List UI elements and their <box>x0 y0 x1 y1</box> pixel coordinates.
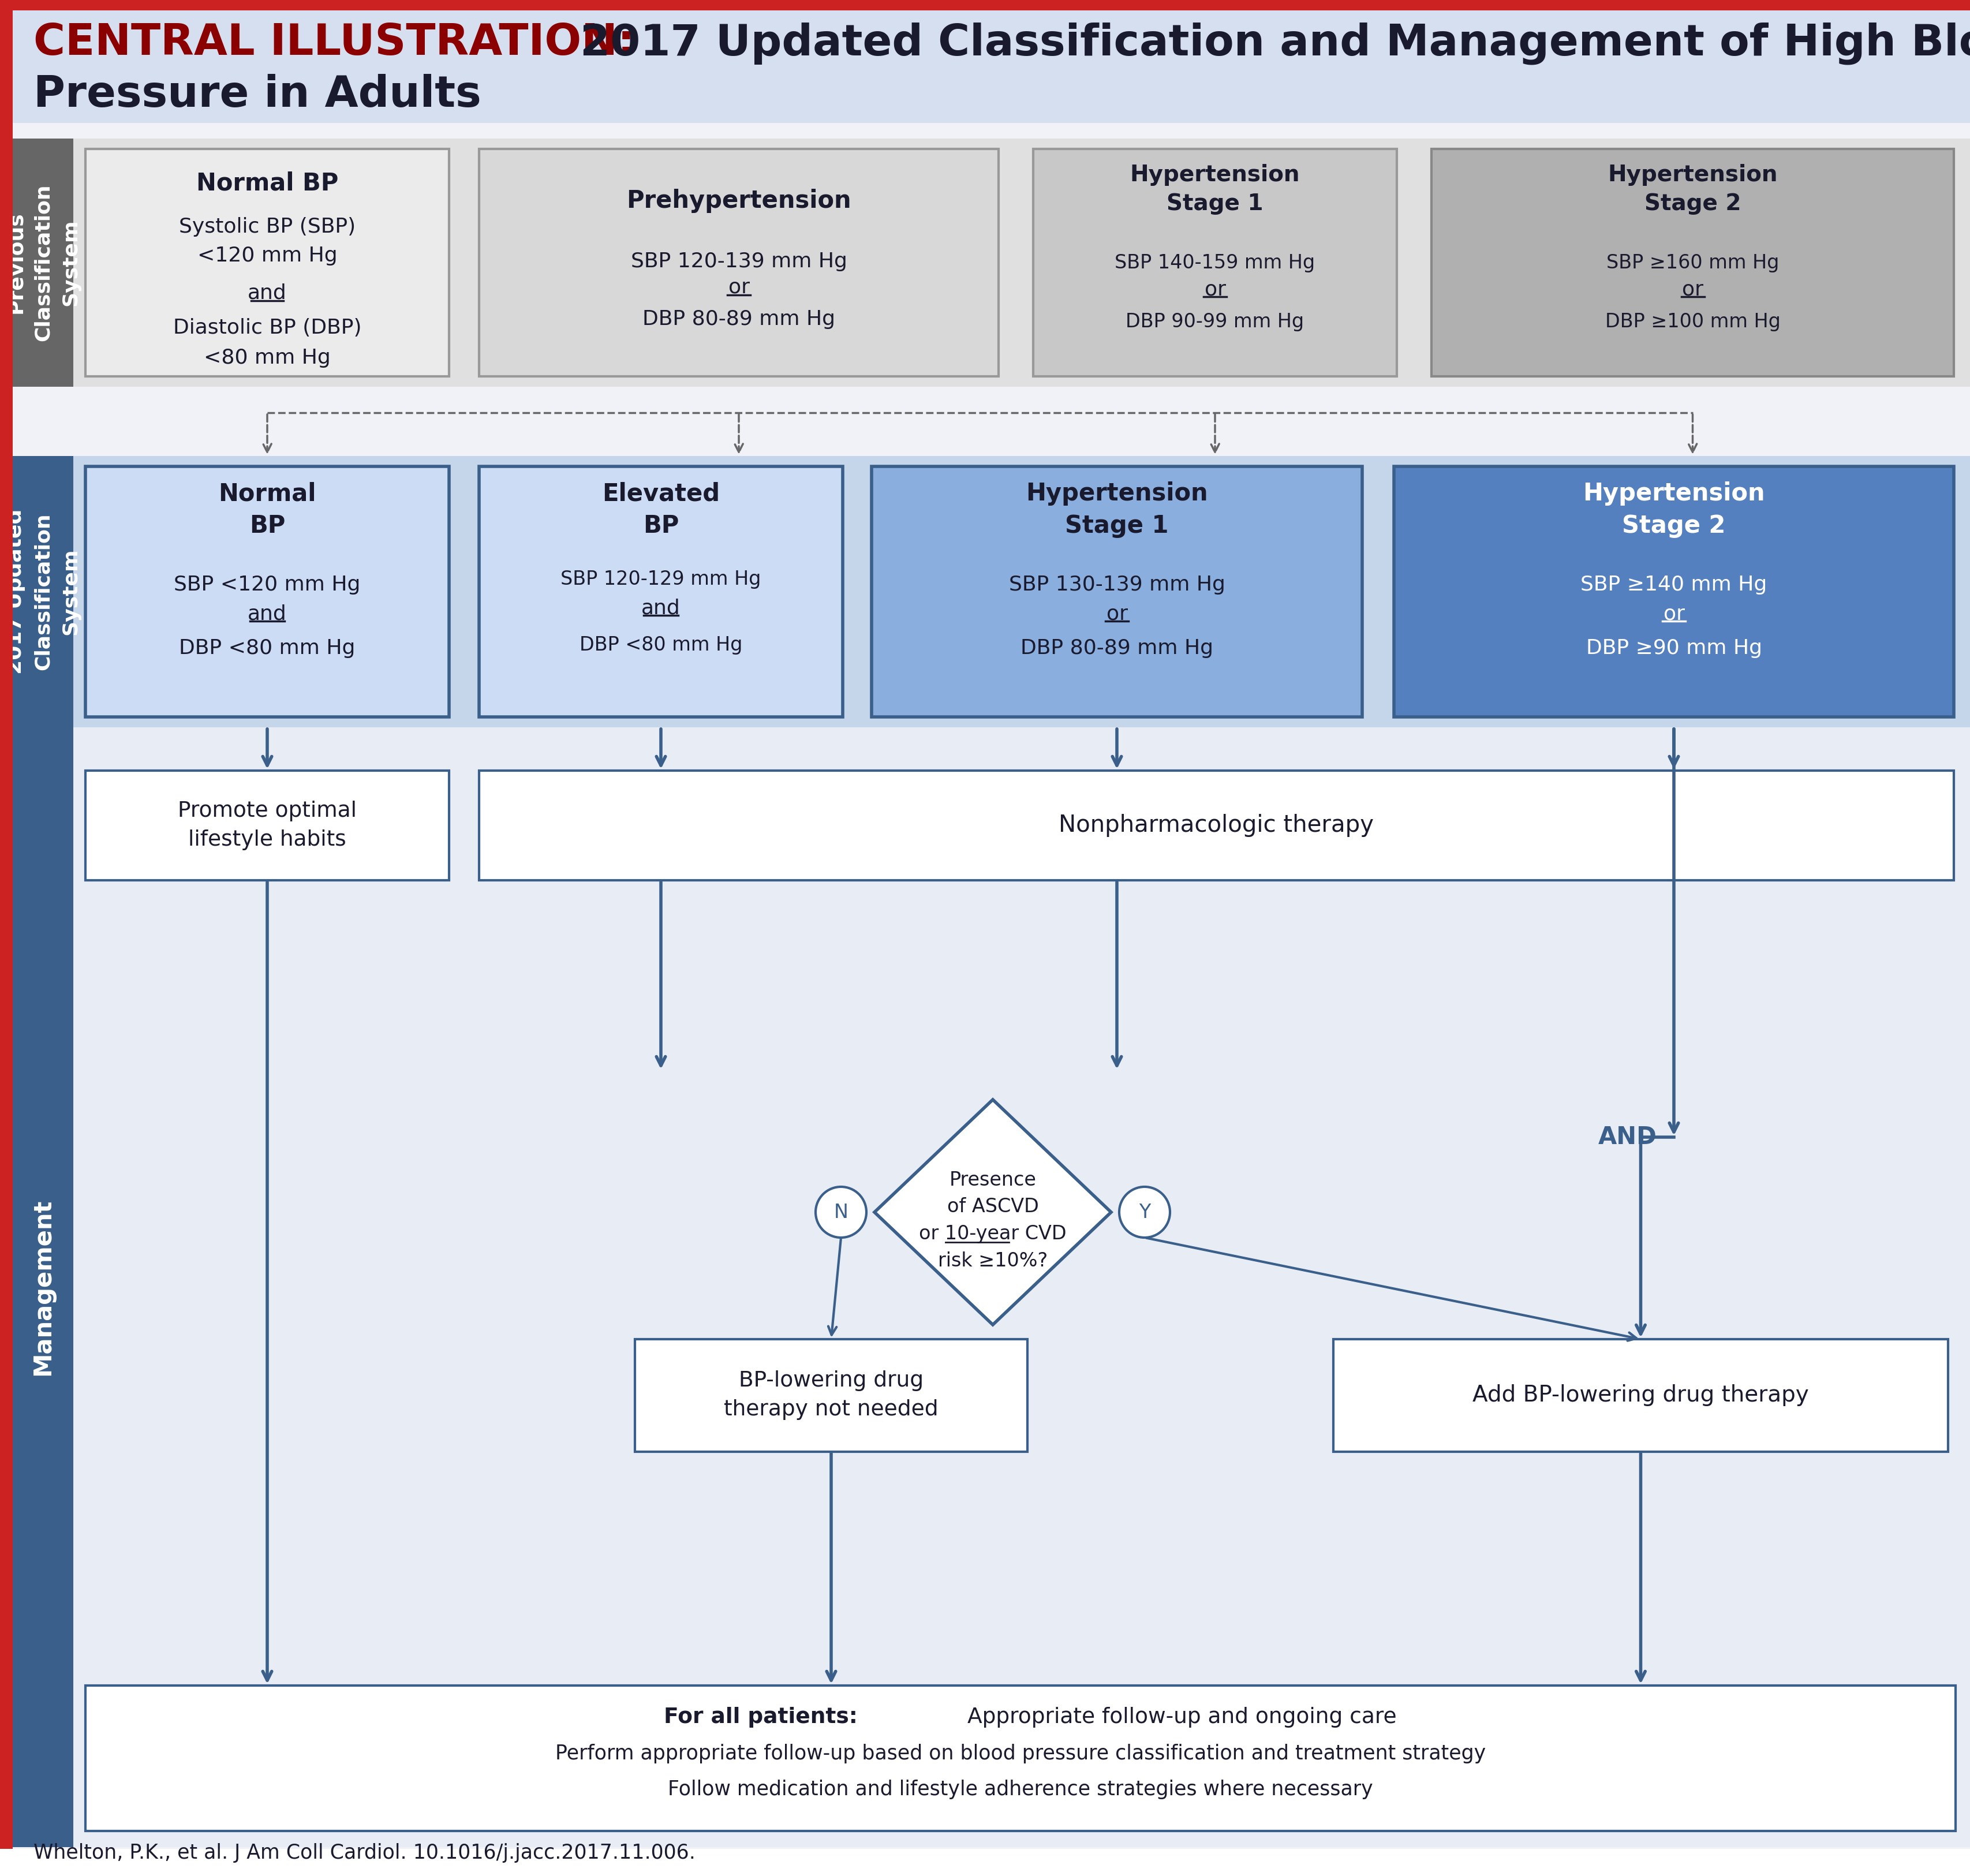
Text: or: or <box>1663 604 1684 623</box>
Bar <box>479 771 1954 880</box>
Text: DBP ≥90 mm Hg: DBP ≥90 mm Hg <box>1586 638 1761 658</box>
Bar <box>634 1339 1028 1452</box>
Text: Pressure in Adults: Pressure in Adults <box>33 75 481 116</box>
Text: Prehypertension: Prehypertension <box>626 189 851 214</box>
Polygon shape <box>875 1099 1111 1324</box>
Text: Promote optimal
lifestyle habits: Promote optimal lifestyle habits <box>177 801 357 850</box>
Text: Y: Y <box>1139 1203 1150 1221</box>
Text: SBP ≥160 mm Hg: SBP ≥160 mm Hg <box>1606 253 1779 272</box>
Bar <box>85 1685 1956 1831</box>
Bar <box>479 148 999 377</box>
Bar <box>85 467 449 717</box>
Bar <box>1334 1339 1948 1452</box>
Bar <box>73 728 1970 1848</box>
Bar <box>12 139 73 386</box>
Bar <box>0 11 12 124</box>
Bar <box>1432 148 1954 377</box>
Text: Systolic BP (SBP): Systolic BP (SBP) <box>179 218 357 236</box>
Text: SBP ≥140 mm Hg: SBP ≥140 mm Hg <box>1580 574 1767 595</box>
Text: or: or <box>1107 604 1127 623</box>
Bar <box>12 728 73 1848</box>
Bar <box>871 467 1361 717</box>
Circle shape <box>1119 1188 1170 1238</box>
Text: DBP 80-89 mm Hg: DBP 80-89 mm Hg <box>642 310 835 328</box>
Text: SBP 120-129 mm Hg: SBP 120-129 mm Hg <box>561 570 760 589</box>
Text: or: or <box>729 278 749 296</box>
Text: risk ≥10%?: risk ≥10%? <box>938 1251 1048 1270</box>
Bar <box>1395 467 1954 717</box>
Text: Elevated
BP: Elevated BP <box>603 482 719 538</box>
Text: N: N <box>833 1203 849 1221</box>
Text: SBP 140-159 mm Hg: SBP 140-159 mm Hg <box>1115 253 1316 272</box>
Text: Whelton, P.K., et al. J Am Coll Cardiol. 10.1016/j.jacc.2017.11.006.: Whelton, P.K., et al. J Am Coll Cardiol.… <box>33 1842 695 1863</box>
Bar <box>0 0 1970 11</box>
Bar <box>0 124 12 1850</box>
Text: DBP ≥100 mm Hg: DBP ≥100 mm Hg <box>1606 313 1781 332</box>
Bar <box>73 139 1970 386</box>
Text: or: or <box>1682 280 1704 298</box>
Text: DBP <80 mm Hg: DBP <80 mm Hg <box>179 638 355 658</box>
Text: and: and <box>642 598 680 617</box>
Text: Hypertension
Stage 2: Hypertension Stage 2 <box>1608 163 1777 214</box>
Text: DBP 80-89 mm Hg: DBP 80-89 mm Hg <box>1020 638 1214 658</box>
Text: Nonpharmacologic therapy: Nonpharmacologic therapy <box>1058 814 1373 837</box>
Bar <box>85 771 449 880</box>
Text: <120 mm Hg: <120 mm Hg <box>197 246 337 266</box>
Bar <box>12 456 73 728</box>
Text: SBP 120-139 mm Hg: SBP 120-139 mm Hg <box>630 251 847 272</box>
Text: Follow medication and lifestyle adherence strategies where necessary: Follow medication and lifestyle adherenc… <box>668 1780 1373 1799</box>
Text: 2017 Updated
Classification
System: 2017 Updated Classification System <box>6 508 81 673</box>
Text: Presence: Presence <box>950 1171 1036 1189</box>
Bar <box>1032 148 1397 377</box>
Text: Hypertension
Stage 1: Hypertension Stage 1 <box>1026 482 1208 538</box>
Text: Appropriate follow-up and ongoing care: Appropriate follow-up and ongoing care <box>967 1707 1397 1728</box>
Bar <box>73 456 1970 728</box>
Text: of ASCVD: of ASCVD <box>948 1197 1038 1216</box>
Text: or: or <box>1204 280 1225 298</box>
Bar <box>0 11 1970 124</box>
Text: Normal BP: Normal BP <box>197 171 339 195</box>
Text: SBP <120 mm Hg: SBP <120 mm Hg <box>173 574 361 595</box>
Text: Perform appropriate follow-up based on blood pressure classification and treatme: Perform appropriate follow-up based on b… <box>556 1745 1485 1763</box>
Text: Normal
BP: Normal BP <box>219 482 315 538</box>
Text: Management: Management <box>32 1199 55 1375</box>
Text: BP-lowering drug
therapy not needed: BP-lowering drug therapy not needed <box>723 1371 938 1420</box>
Text: AND: AND <box>1598 1126 1657 1150</box>
Bar <box>85 148 449 377</box>
Text: 2017 Updated Classification and Management of High Blood: 2017 Updated Classification and Manageme… <box>579 23 1970 64</box>
Text: and: and <box>248 283 288 304</box>
Text: DBP 90-99 mm Hg: DBP 90-99 mm Hg <box>1125 313 1304 332</box>
Text: For all patients:: For all patients: <box>664 1707 857 1728</box>
Text: Hypertension
Stage 2: Hypertension Stage 2 <box>1582 482 1765 538</box>
Text: and: and <box>248 604 288 623</box>
Text: or 10-year CVD: or 10-year CVD <box>920 1225 1066 1244</box>
Bar <box>479 467 843 717</box>
Text: <80 mm Hg: <80 mm Hg <box>203 349 331 368</box>
Circle shape <box>816 1188 867 1238</box>
Text: Diastolic BP (DBP): Diastolic BP (DBP) <box>173 319 361 338</box>
Text: Hypertension
Stage 1: Hypertension Stage 1 <box>1131 163 1300 214</box>
Text: CENTRAL ILLUSTRATION:: CENTRAL ILLUSTRATION: <box>33 23 650 64</box>
Text: Add BP-lowering drug therapy: Add BP-lowering drug therapy <box>1472 1384 1808 1407</box>
Text: Previous
Classification
System: Previous Classification System <box>6 184 81 341</box>
Text: SBP 130-139 mm Hg: SBP 130-139 mm Hg <box>1009 574 1225 595</box>
Text: DBP <80 mm Hg: DBP <80 mm Hg <box>579 636 743 655</box>
